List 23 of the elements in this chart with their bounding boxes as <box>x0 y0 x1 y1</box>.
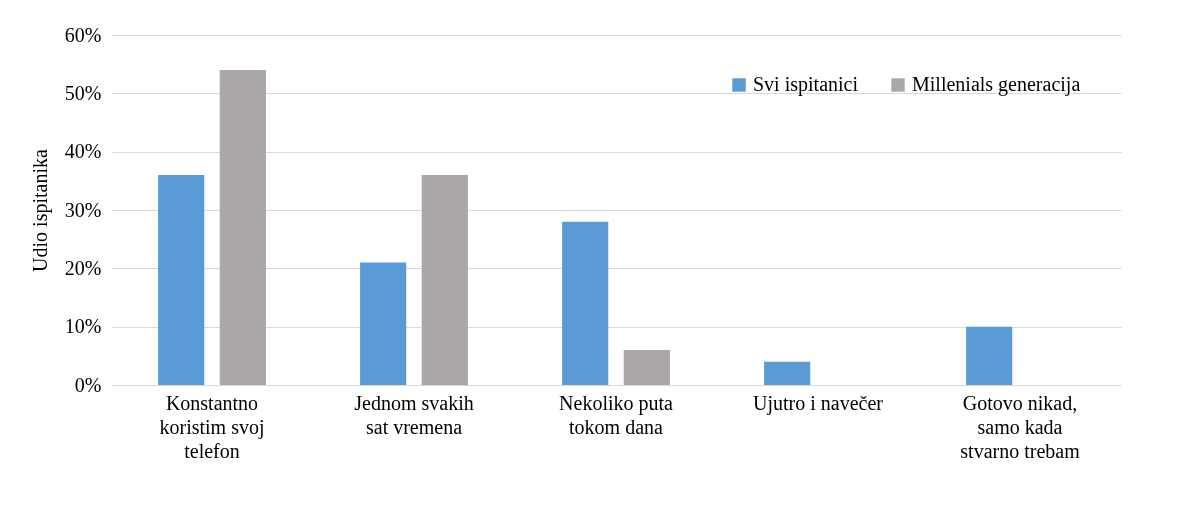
x-tick-label: Ujutro i navečer <box>753 391 884 415</box>
x-tick-label: Jednom svakih sat vremena <box>354 391 474 438</box>
bar <box>158 175 205 385</box>
bar <box>623 350 670 385</box>
bar <box>764 361 811 385</box>
legend-label: Svi ispitanici <box>753 73 859 96</box>
x-tick-label: Nekoliko puta tokom dana <box>559 391 674 438</box>
bar <box>562 221 609 385</box>
y-tick-label: 60% <box>64 23 102 46</box>
x-tick-label: Konstantno koristim svoj telefon <box>159 391 265 462</box>
bar <box>219 70 266 385</box>
x-tick-label: Gotovo nikad, samo kada stvarno trebam <box>960 391 1081 462</box>
y-tick-label: 50% <box>64 81 102 104</box>
y-tick-label: 0% <box>74 373 102 396</box>
y-tick-label: 10% <box>64 315 102 338</box>
bar <box>360 262 407 385</box>
bar <box>421 175 468 385</box>
y-tick-label: 40% <box>64 140 102 163</box>
y-axis-title: Udio ispitanika <box>28 149 52 272</box>
y-tick-label: 30% <box>64 198 102 221</box>
bar <box>966 326 1013 385</box>
legend-label: Millenials generacija <box>912 73 1081 96</box>
y-tick-label: 20% <box>64 256 102 279</box>
